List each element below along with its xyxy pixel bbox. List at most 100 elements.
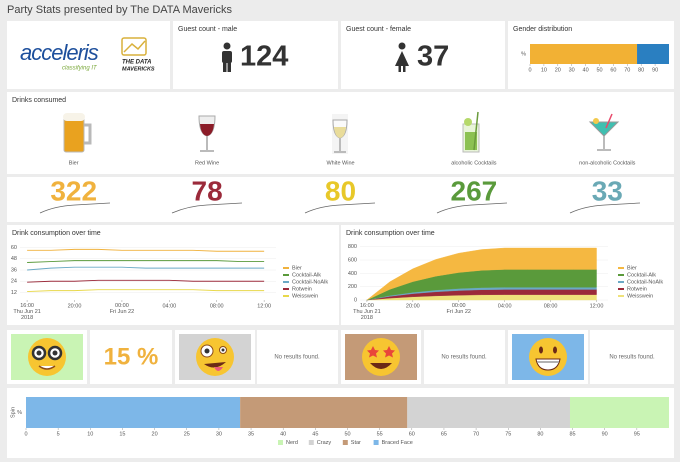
x-tick-label: 00:00 Fri Jun 22	[110, 303, 134, 315]
star-emoji	[362, 338, 400, 376]
legend-label: Bier	[292, 265, 302, 271]
drink-label: Red Wine	[195, 160, 219, 166]
x-tick-label: 10	[87, 431, 93, 437]
y-tick-label: 36	[11, 267, 17, 273]
star-emoji-part	[362, 338, 400, 376]
female-icon-part	[398, 42, 406, 50]
cocktail-icon-part	[473, 111, 479, 151]
x-tick-label: 30	[569, 67, 575, 73]
x-tick-label: 40	[583, 67, 589, 73]
sparklines-part	[171, 202, 243, 214]
male-icon-part	[227, 60, 231, 72]
x-tick-label-part: Fri Jun 22	[110, 309, 134, 315]
drink-label: Bier	[69, 160, 79, 166]
x-tick-label-part: 2018	[21, 315, 33, 321]
y-tick-label: 200	[348, 284, 357, 290]
non-alcoholic-cocktail-icon-part	[597, 149, 611, 151]
red-wine-icon-part	[206, 136, 208, 150]
legend-label: Cocktail-Alk	[292, 272, 321, 278]
crazy-emoji-part	[196, 338, 234, 376]
cocktail-icon-part	[464, 118, 472, 126]
line	[27, 279, 265, 283]
line	[27, 266, 265, 271]
legend-label: Crazy	[317, 440, 332, 446]
non-alcoholic-cocktail-icon-part	[605, 113, 613, 129]
y-tick-label: 60	[11, 245, 17, 251]
line	[27, 248, 265, 252]
nerd-emoji-part	[38, 365, 56, 370]
x-tick-label: 00:00 Fri Jun 22	[447, 303, 471, 315]
x-tick-label-part: 00:00	[452, 303, 466, 309]
legend-label: Rotwein	[627, 286, 647, 292]
panel-title: Guest count - female	[346, 26, 411, 33]
no-results: No results found.	[274, 355, 320, 361]
non-alcoholic-cocktail-icon-part	[588, 121, 620, 137]
panel-title: Drink consumption over time	[346, 230, 435, 237]
x-tick-label: 5	[57, 431, 60, 437]
crazy-emoji-part	[204, 348, 210, 354]
panel-title: Gender distribution	[513, 26, 572, 33]
legend-label: Bier	[627, 265, 637, 271]
guest-count: 37	[417, 41, 449, 73]
line	[27, 260, 265, 263]
cocktail-icon	[462, 111, 480, 153]
x-tick-label: 12:00	[257, 303, 271, 309]
x-tick-label: 60	[610, 67, 616, 73]
sparklines	[39, 202, 641, 214]
no-results: No results found.	[441, 355, 487, 361]
line	[27, 289, 265, 293]
x-tick-label: 75	[505, 431, 511, 437]
x-tick-label-part: 00:00	[115, 303, 129, 309]
sparklines-part	[436, 202, 508, 214]
panels-part	[424, 330, 505, 384]
x-tick-label: 30	[216, 431, 222, 437]
bar-segment	[26, 397, 241, 428]
area	[366, 247, 597, 301]
x-tick-label: 20	[152, 431, 158, 437]
y-category: %	[17, 410, 22, 416]
x-tick-label: 04:00	[162, 303, 176, 309]
x-tick-label-part: 16:00	[20, 303, 34, 309]
legend-label: Cocktail-Alk	[627, 272, 656, 278]
x-tick-label: 08:00	[544, 303, 558, 309]
legend-swatch	[278, 440, 283, 445]
panel-title: Drinks consumed	[12, 97, 66, 104]
legend-label: Weisswein	[627, 293, 653, 299]
mavericks-icon-part	[121, 37, 147, 56]
x-tick-label: 45	[312, 431, 318, 437]
x-tick-label: 90	[602, 431, 608, 437]
star-emoji-part	[383, 346, 395, 358]
nerd-share: 15 %	[104, 343, 159, 370]
white-wine-icon-part	[339, 138, 341, 151]
x-tick-label: 65	[441, 431, 447, 437]
beer-icon	[63, 113, 92, 153]
non-alcoholic-cocktail-icon-part	[603, 136, 605, 149]
page-title: Party Stats presented by The DATA Maveri…	[7, 4, 232, 16]
x-tick-label: 25	[184, 431, 190, 437]
legend-label: Nerd	[286, 440, 298, 446]
female-icon-part	[398, 64, 401, 72]
bar-segment	[530, 44, 638, 64]
drink-count: 33	[592, 175, 623, 206]
logo-tagline: classifying IT	[62, 66, 98, 72]
panel-title: Guest count - male	[178, 26, 237, 33]
drink-count: 267	[451, 175, 498, 206]
crazy-emoji-part	[221, 348, 225, 352]
legend-label: Rotwein	[292, 286, 312, 292]
x-tick-label: 20:00	[68, 303, 82, 309]
x-tick-label: 12:00	[590, 303, 604, 309]
x-tick-label: 95	[634, 431, 640, 437]
legend-swatch	[342, 440, 348, 445]
legend-swatch	[308, 440, 314, 445]
logo-mavericks: THE DATA	[122, 60, 151, 66]
x-tick-label: 50	[344, 431, 350, 437]
bar-segment	[569, 397, 669, 428]
beer-icon-part	[63, 117, 85, 153]
panels-part	[590, 330, 674, 384]
braced-face-emoji-part	[553, 346, 557, 354]
drink-label: non-alcoholic Cocktails	[579, 160, 635, 166]
panels-part	[173, 21, 338, 89]
x-tick-label: 20:00	[406, 303, 420, 309]
